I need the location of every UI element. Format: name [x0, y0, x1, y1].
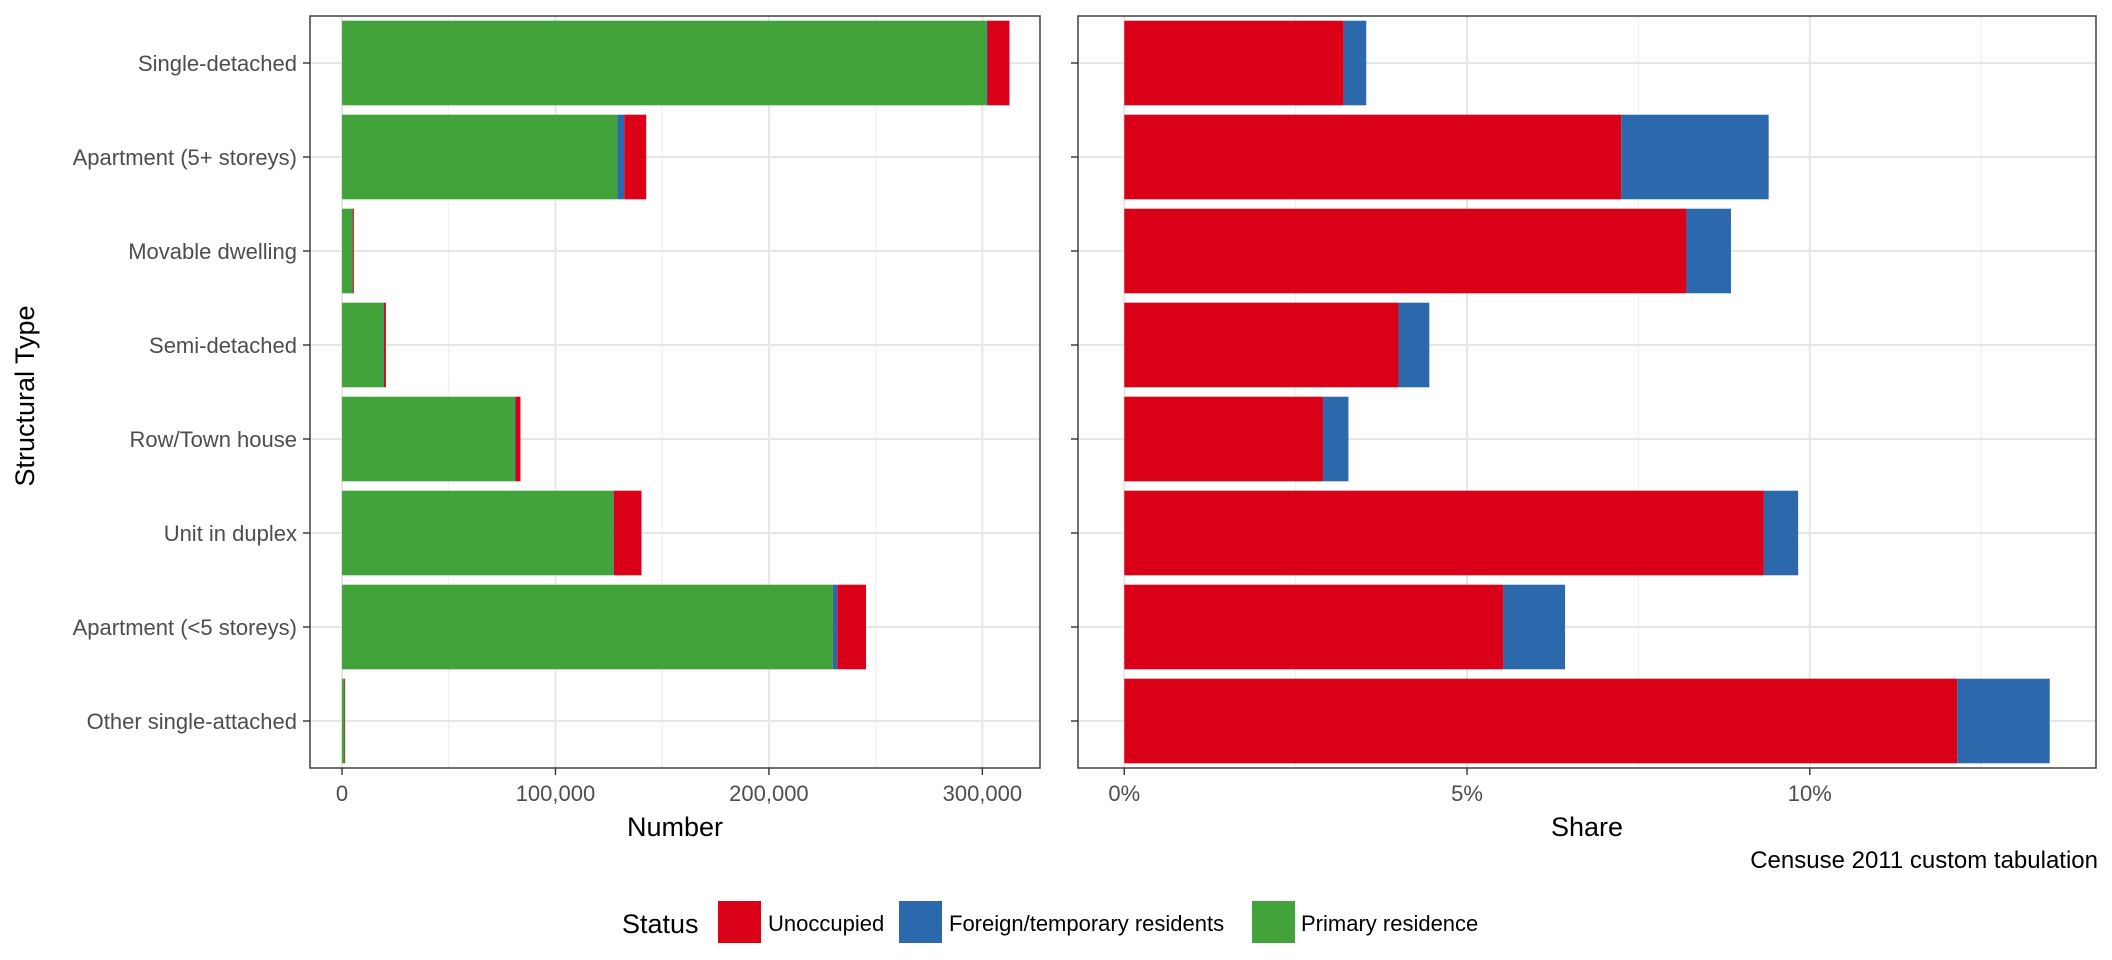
y-tick-label: Row/Town house	[129, 427, 297, 452]
y-tick-label: Other single-attached	[87, 709, 297, 734]
y-tick-label: Unit in duplex	[164, 521, 297, 546]
bar-apartment-5-storeys-primary-residence	[342, 114, 618, 200]
x-tick-label: 100,000	[516, 781, 596, 806]
x-tick-label: 300,000	[943, 781, 1023, 806]
legend-swatch-primary	[1252, 901, 1295, 943]
bar-row-town-house-foreign-temporary-residents	[514, 396, 516, 482]
bar-movable-dwelling-unoccupied	[352, 208, 354, 294]
bar-unit-in-duplex-foreign-temporary-residents	[613, 490, 614, 576]
bar-apartment-5-storeys-foreign-temporary-residents	[1503, 584, 1566, 670]
bar-single-detached-foreign-temporary-residents	[1343, 20, 1367, 106]
legend-label-primary: Primary residence	[1301, 911, 1478, 936]
y-tick-label: Movable dwelling	[128, 239, 297, 264]
bar-other-single-attached-foreign-temporary-residents	[1957, 678, 2050, 764]
legend-title: Status	[622, 909, 699, 939]
bar-movable-dwelling-unoccupied	[1124, 208, 1687, 294]
x-tick-label: 200,000	[729, 781, 809, 806]
bar-movable-dwelling-primary-residence	[342, 208, 353, 294]
bar-row-town-house-primary-residence	[342, 396, 515, 482]
number-panel: 0 100,000 200,000 300,000 Single-detached Apa…	[73, 15, 1041, 806]
bar-semi-detached-foreign-temporary-residents	[1398, 302, 1430, 388]
legend: Status Unoccupied Foreign/temporary resi…	[622, 901, 1478, 943]
bar-single-detached-unoccupied	[987, 20, 1010, 106]
legend-label-unoccupied: Unoccupied	[768, 911, 884, 936]
bar-other-single-attached-primary-residence	[342, 678, 345, 764]
bar-row-town-house-foreign-temporary-residents	[1323, 396, 1349, 482]
bar-semi-detached-primary-residence	[342, 302, 384, 388]
bar-semi-detached-unoccupied	[1124, 302, 1399, 388]
panel-border-number	[309, 15, 1041, 769]
x-axis-title-share: Share	[1551, 812, 1623, 842]
share-panel: 0% 5% 10%	[1071, 15, 2097, 806]
y-tick-label: Apartment (5+ storeys)	[73, 145, 297, 170]
bar-apartment-5-storeys-unoccupied	[1124, 584, 1504, 670]
bar-apartment-5-storeys-foreign-temporary-residents	[617, 114, 625, 200]
bar-movable-dwelling-foreign-temporary-residents	[1686, 208, 1731, 294]
bar-apartment-5-storeys-primary-residence	[342, 584, 833, 670]
y-tick-label: Single-detached	[138, 51, 297, 76]
bar-row-town-house-unoccupied	[1124, 396, 1324, 482]
legend-label-foreign: Foreign/temporary residents	[949, 911, 1224, 936]
bar-semi-detached-unoccupied	[383, 302, 386, 388]
bar-apartment-5-storeys-unoccupied	[837, 584, 867, 670]
bar-apartment-5-storeys-foreign-temporary-residents	[832, 584, 838, 670]
x-axis-title-number: Number	[627, 812, 723, 842]
bar-single-detached-foreign-temporary-residents	[986, 20, 988, 106]
bar-unit-in-duplex-primary-residence	[342, 490, 614, 576]
bar-unit-in-duplex-unoccupied	[1124, 490, 1764, 576]
y-axis-title: Structural Type	[10, 305, 40, 486]
bar-unit-in-duplex-unoccupied	[613, 490, 642, 576]
bar-other-single-attached-unoccupied	[344, 678, 346, 764]
legend-swatch-foreign	[899, 901, 942, 943]
bar-apartment-5-storeys-foreign-temporary-residents	[1621, 114, 1769, 200]
x-tick-label: 0%	[1108, 781, 1140, 806]
bar-unit-in-duplex-foreign-temporary-residents	[1763, 490, 1799, 576]
bar-other-single-attached-unoccupied	[1124, 678, 1958, 764]
bars-number	[342, 20, 1010, 764]
legend-swatch-unoccupied	[718, 901, 761, 943]
bar-single-detached-unoccupied	[1124, 20, 1344, 106]
caption: Censuse 2011 custom tabulation	[1750, 847, 2098, 874]
bar-row-town-house-unoccupied	[515, 396, 521, 482]
x-tick-label: 5%	[1451, 781, 1483, 806]
bar-apartment-5-storeys-unoccupied	[1124, 114, 1622, 200]
x-tick-label: 10%	[1788, 781, 1832, 806]
bar-apartment-5-storeys-unoccupied	[624, 114, 647, 200]
y-tick-label: Semi-detached	[149, 333, 297, 358]
bars-share	[1124, 20, 2050, 764]
y-tick-label: Apartment (<5 storeys)	[73, 615, 297, 640]
x-tick-label: 0	[336, 781, 348, 806]
bar-semi-detached-foreign-temporary-residents	[383, 302, 385, 388]
panel-border-share	[1077, 15, 2097, 769]
bar-single-detached-primary-residence	[342, 20, 987, 106]
